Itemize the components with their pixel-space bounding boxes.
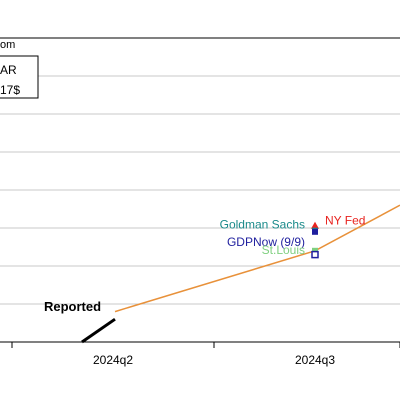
reported-series-line: [81, 317, 116, 344]
gridlines: [0, 75, 400, 305]
nowcast-label: GDPNow (9/9): [227, 235, 305, 249]
plot-frame: [0, 37, 400, 343]
nowcast-label: St.Louis: [262, 243, 305, 257]
legend-box-line1: AR: [0, 63, 17, 77]
nowcast-marker: [311, 221, 319, 229]
nowcast-marker: [312, 247, 318, 254]
nowcast-marker: [311, 250, 319, 259]
nowcast-label: NY Fed: [325, 214, 365, 228]
source-note: om: [0, 39, 15, 51]
square-marker: [312, 247, 318, 254]
legend-box-line2: 17$: [0, 83, 20, 97]
open-square-marker: [311, 250, 319, 259]
nowcast-marker: [312, 228, 318, 235]
legend-box: [0, 55, 39, 99]
reported-label: Reported: [44, 299, 101, 314]
x-tick-label: 2024q2: [93, 353, 133, 367]
square-marker: [312, 228, 318, 235]
x-tick-label: 2024q3: [295, 353, 335, 367]
triangle-marker: [311, 221, 319, 229]
nowcast-label: Goldman Sachs: [220, 218, 305, 232]
x-axis-ticks: 2024q2 2024q3: [11, 342, 400, 367]
nowcast-layer: NY Fed Goldman Sachs GDPNow (9/9)St.Louis: [220, 214, 365, 259]
